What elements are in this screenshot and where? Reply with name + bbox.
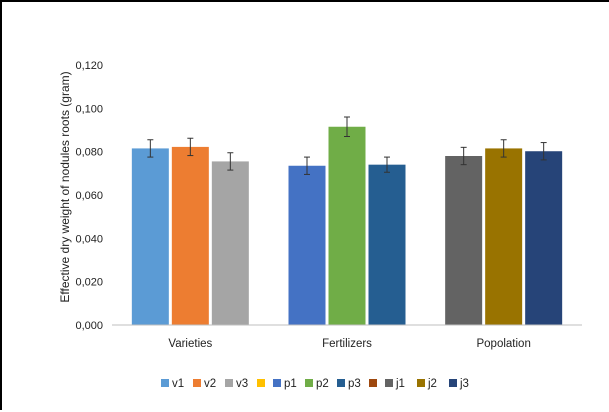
legend-swatch xyxy=(305,379,313,387)
legend-swatch xyxy=(225,379,233,387)
y-tick-label: 0,120 xyxy=(75,60,103,72)
legend-swatch xyxy=(193,379,201,387)
bar-p3 xyxy=(368,164,406,325)
bar-j3 xyxy=(525,151,563,325)
legend-swatch xyxy=(273,379,281,387)
legend-label: p3 xyxy=(348,378,361,390)
category-labels: Varieties Fertilizers Popolation xyxy=(168,338,530,350)
bar-v2 xyxy=(171,146,209,325)
legend-swatch xyxy=(257,379,265,387)
legend-label: j1 xyxy=(395,378,405,390)
legend-label: j3 xyxy=(459,378,469,390)
category-label: Varieties xyxy=(168,338,212,350)
bar-j2 xyxy=(485,148,523,325)
legend: v1 v2 v3 p1 p2 p3 j1 j2 j3 xyxy=(161,378,469,390)
legend-label: v3 xyxy=(236,378,248,390)
legend-label: p1 xyxy=(284,378,297,390)
legend-swatch xyxy=(369,379,377,387)
y-tick-label: 0,000 xyxy=(75,320,103,332)
legend-label: v2 xyxy=(204,378,216,390)
bar-p2 xyxy=(328,126,366,325)
y-tick-label: 0,020 xyxy=(75,277,103,289)
legend-swatch xyxy=(161,379,169,387)
bar-p1 xyxy=(288,165,326,325)
legend-swatch xyxy=(337,379,345,387)
y-axis-label-group: Effective dry weight of nodules roots (g… xyxy=(58,71,72,302)
legend-swatch xyxy=(449,379,457,387)
legend-label: p2 xyxy=(316,378,329,390)
legend-label: v1 xyxy=(172,378,184,390)
legend-swatch xyxy=(385,379,393,387)
legend-swatch xyxy=(417,379,425,387)
bars xyxy=(131,126,563,325)
legend-label: j2 xyxy=(427,378,437,390)
bar-v3 xyxy=(211,161,249,325)
y-tick-label: 0,040 xyxy=(75,233,103,245)
y-tick-label: 0,100 xyxy=(75,103,103,115)
y-tick-label: 0,060 xyxy=(75,190,103,202)
y-axis-ticks: 0,000 0,020 0,040 0,060 0,080 0,100 0,120 xyxy=(75,60,103,332)
category-label: Popolation xyxy=(476,338,530,350)
error-bars xyxy=(147,116,547,175)
bar-v1 xyxy=(131,148,169,325)
y-tick-label: 0,080 xyxy=(75,147,103,159)
y-axis-label: Effective dry weight of nodules roots (g… xyxy=(58,71,72,302)
category-label: Fertilizers xyxy=(322,338,372,350)
bar-j1 xyxy=(445,156,483,325)
